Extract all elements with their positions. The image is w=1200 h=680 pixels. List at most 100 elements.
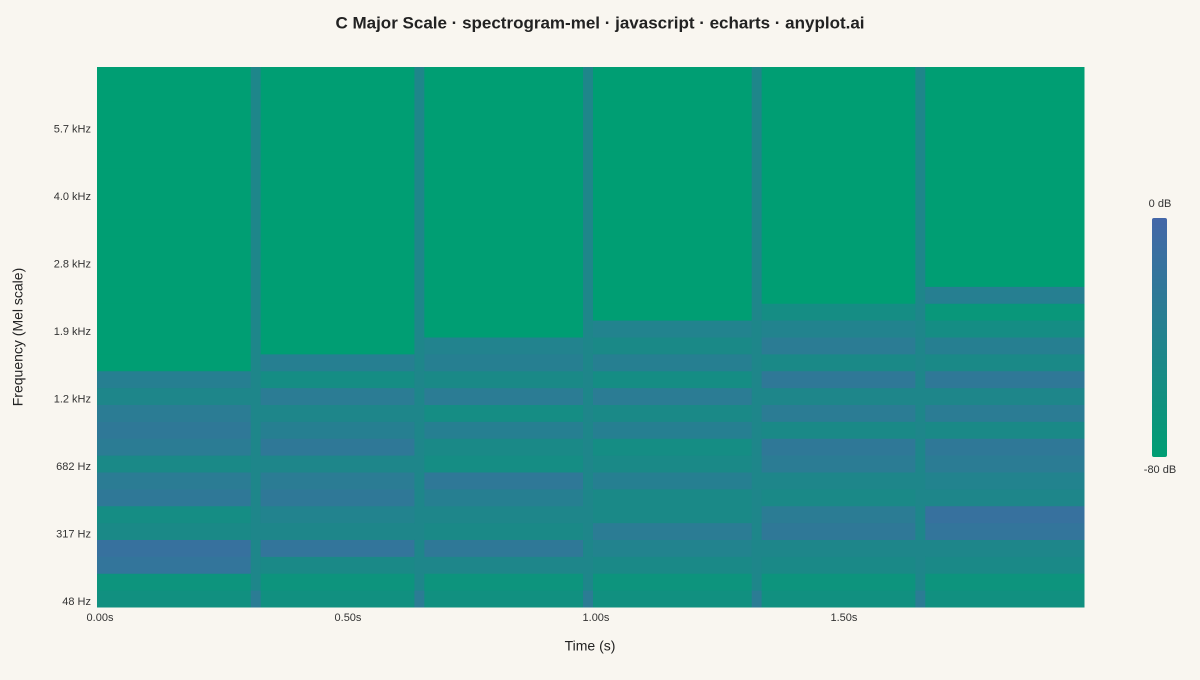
heatmap-cell <box>761 202 916 220</box>
heatmap-cell <box>250 387 262 405</box>
heatmap-cell <box>250 404 262 422</box>
heatmap-cell <box>97 134 252 152</box>
heatmap-cell <box>583 151 594 169</box>
heatmap-cell <box>915 353 926 372</box>
heatmap-cell <box>592 505 753 524</box>
heatmap-cell <box>250 472 262 490</box>
heatmap-cell <box>925 455 1085 473</box>
heatmap-cell <box>583 370 594 389</box>
heatmap-cell <box>592 590 753 608</box>
heatmap-cell <box>592 337 753 355</box>
heatmap-cell <box>414 168 425 186</box>
heatmap-cell <box>761 269 916 287</box>
heatmap-cell <box>583 387 594 405</box>
heatmap-cell <box>424 67 584 85</box>
heatmap-cell <box>260 455 415 473</box>
heatmap-cell <box>97 202 252 220</box>
heatmap-cell <box>751 404 763 422</box>
heatmap-cell <box>250 202 262 220</box>
heatmap-cell <box>751 303 763 321</box>
heatmap-cell <box>761 252 916 270</box>
y-tick-label: 5.7 kHz <box>54 123 91 135</box>
heatmap-cell <box>915 67 926 85</box>
heatmap-cell <box>761 573 916 591</box>
heatmap-cell <box>97 151 252 169</box>
heatmap-cell <box>915 505 926 524</box>
heatmap-cell <box>414 455 425 473</box>
heatmap-cell <box>915 83 926 102</box>
heatmap-cell <box>915 556 926 574</box>
heatmap-cell <box>414 269 425 287</box>
colorbar <box>1152 218 1167 457</box>
heatmap-cell <box>424 100 584 119</box>
y-tick-label: 1.9 kHz <box>54 326 91 338</box>
heatmap-cell <box>424 455 584 473</box>
heatmap-cell <box>424 83 584 102</box>
heatmap-cell <box>424 337 584 355</box>
heatmap-cell <box>97 100 252 119</box>
heatmap-cell <box>424 421 584 439</box>
heatmap-cell <box>915 370 926 389</box>
heatmap-cell <box>97 218 252 237</box>
heatmap-cell <box>915 404 926 422</box>
heatmap-cell <box>751 590 763 608</box>
heatmap-cell <box>583 353 594 372</box>
heatmap-cell <box>751 235 763 254</box>
heatmap-cell <box>97 67 252 85</box>
heatmap-cell <box>260 286 415 304</box>
heatmap-cell <box>915 252 926 270</box>
heatmap-cell <box>250 218 262 237</box>
heatmap-cell <box>260 235 415 254</box>
heatmap-cell <box>751 370 763 389</box>
heatmap-cell <box>583 404 594 422</box>
heatmap-cell <box>424 505 584 524</box>
heatmap-cell <box>583 134 594 152</box>
heatmap-cell <box>761 83 916 102</box>
heatmap-cell <box>414 488 425 507</box>
heatmap-cell <box>583 185 594 203</box>
heatmap-cell <box>751 472 763 490</box>
heatmap-cell <box>915 488 926 507</box>
heatmap-cell <box>250 286 262 304</box>
heatmap-cell <box>592 353 753 372</box>
heatmap-cell <box>414 100 425 119</box>
x-tick-label: 0.00s <box>87 612 114 624</box>
heatmap-cell <box>751 83 763 102</box>
heatmap-cell <box>97 117 252 135</box>
heatmap-cell <box>751 252 763 270</box>
heatmap-cell <box>424 438 584 456</box>
heatmap-cell <box>424 590 584 608</box>
heatmap-cell <box>414 320 425 338</box>
heatmap-cell <box>592 286 753 304</box>
heatmap-cell <box>424 235 584 254</box>
heatmap-cell <box>414 67 425 85</box>
heatmap-cell <box>915 202 926 220</box>
heatmap-cell <box>915 286 926 304</box>
heatmap-cell <box>97 320 252 338</box>
heatmap-cell <box>915 590 926 608</box>
heatmap-cell <box>592 269 753 287</box>
heatmap-cell <box>925 337 1085 355</box>
heatmap-cell <box>592 573 753 591</box>
heatmap-cell <box>583 320 594 338</box>
heatmap-cell <box>592 370 753 389</box>
x-tick-label: 0.50s <box>335 612 362 624</box>
heatmap-cell <box>414 151 425 169</box>
heatmap-cell <box>592 556 753 574</box>
heatmap-cell <box>414 505 425 524</box>
heatmap-cell <box>97 353 252 372</box>
heatmap-cell <box>751 218 763 237</box>
heatmap-cell <box>583 522 594 540</box>
heatmap-cell <box>751 202 763 220</box>
heatmap-cell <box>97 472 252 490</box>
heatmap-cell <box>260 488 415 507</box>
heatmap-cell <box>592 421 753 439</box>
x-tick-label: 1.50s <box>831 612 858 624</box>
heatmap-cell <box>250 303 262 321</box>
heatmap-cell <box>414 83 425 102</box>
heatmap-cell <box>583 573 594 591</box>
heatmap-cell <box>260 573 415 591</box>
heatmap-cell <box>260 67 415 85</box>
y-tick-label: 1.2 kHz <box>54 393 91 405</box>
heatmap-cell <box>260 303 415 321</box>
